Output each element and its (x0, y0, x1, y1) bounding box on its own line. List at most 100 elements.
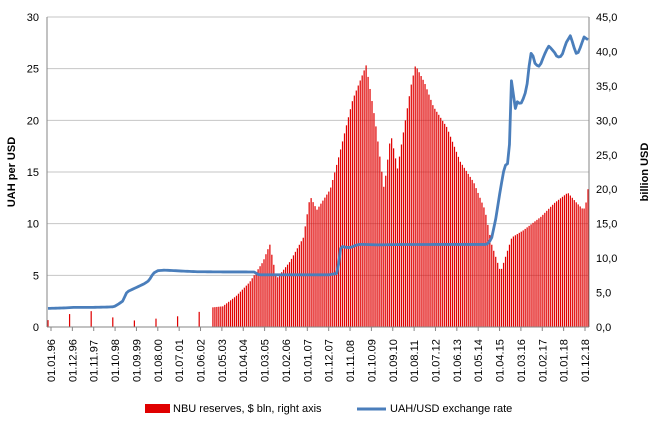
reserve-bar (436, 111, 438, 328)
reserve-bar (385, 175, 387, 327)
reserve-bar (265, 254, 267, 327)
reserve-bar (298, 244, 300, 327)
reserve-bar (555, 201, 558, 327)
reserve-bar (257, 269, 259, 327)
reserve-bar (506, 250, 509, 327)
reserve-bar (243, 287, 245, 327)
reserve-bar (402, 132, 405, 327)
reserve-bar (475, 188, 477, 327)
reserve-bar (548, 208, 550, 327)
reserve-bar (396, 168, 399, 327)
right-tick-label: 25,0 (596, 150, 617, 162)
x-tick-label: 01.12.07 (324, 339, 336, 382)
reserve-bar (279, 274, 281, 327)
reserve-bar (489, 234, 491, 327)
reserve-bar (241, 289, 244, 327)
reserve-bar (367, 76, 369, 328)
right-tick-label: 5,0 (596, 288, 611, 300)
reserve-bar (306, 214, 308, 327)
reserve-bar (446, 126, 448, 328)
reserve-bar (455, 151, 458, 327)
left-tick-label: 5 (33, 270, 39, 282)
x-tick-label: 01.10.09 (366, 339, 378, 382)
left-tick-label: 30 (27, 12, 39, 24)
reserve-bar (155, 318, 157, 327)
reserve-bar (569, 195, 571, 327)
reserve-bar (471, 179, 473, 327)
reserve-bar (504, 256, 507, 327)
reserve-bar (473, 183, 475, 327)
x-tick-label: 01.01.07 (302, 339, 314, 382)
reserve-bar (552, 204, 554, 327)
reserve-bar (520, 231, 522, 327)
x-tick-label: 01.08.00 (153, 339, 165, 382)
reserve-bar (355, 90, 357, 328)
right-tick-label: 35,0 (596, 81, 617, 93)
right-tick-label: 0,0 (596, 322, 611, 334)
reserve-bar (528, 225, 530, 327)
reserve-bar (361, 75, 363, 328)
reserve-bar (373, 113, 375, 327)
reserve-bar (493, 250, 495, 327)
reserve-bar (230, 300, 232, 327)
reserve-bar (253, 275, 255, 327)
reserve-bar (369, 88, 371, 328)
reserve-bar (416, 68, 418, 327)
right-tick-label: 10,0 (596, 253, 617, 265)
reserve-bar (277, 277, 279, 327)
x-tick-label: 01.04.15 (495, 339, 507, 382)
reserve-bar (465, 170, 467, 327)
reserve-bar (249, 281, 251, 327)
reserve-bar (451, 141, 454, 327)
reserve-bar (133, 320, 135, 327)
reserve-bar (347, 117, 350, 327)
reserve-bar (286, 264, 289, 327)
reserve-bar (538, 218, 540, 327)
reserve-bar (453, 146, 456, 327)
right-axis-title: billion USD (639, 143, 651, 202)
reserve-bar (375, 126, 377, 327)
right-tick-label: 40,0 (596, 46, 617, 58)
reserve-bar (469, 176, 471, 327)
x-tick-label: 01.02.06 (281, 339, 293, 382)
right-tick-label: 20,0 (596, 184, 617, 196)
reserve-bar (216, 306, 218, 327)
legend-bar-label: NBU reserves, $ bln, right axis (173, 403, 322, 415)
x-tick-label: 01.12.96 (67, 339, 79, 382)
reserve-bar (68, 314, 71, 327)
x-tick-label: 01.03.05 (260, 339, 272, 382)
reserve-bar (275, 274, 277, 327)
reserve-bar (516, 234, 518, 327)
left-tick-label: 25 (27, 64, 39, 76)
reserve-bar (457, 156, 460, 327)
reserve-bar (245, 285, 247, 327)
reserve-bar (239, 291, 242, 327)
x-tick-label: 01.07.01 (174, 339, 186, 382)
reserve-bar (565, 193, 568, 327)
reserve-bar (394, 158, 397, 327)
reserve-bar (247, 283, 249, 327)
reserve-bar (261, 263, 263, 327)
x-tick-label: 01.09.99 (131, 339, 143, 382)
reserve-bar (501, 268, 503, 327)
reserve-bar (381, 171, 383, 327)
reserve-bar (573, 200, 575, 327)
reserve-bar (379, 156, 381, 327)
reserve-bar (461, 164, 463, 327)
reserve-bar (338, 157, 340, 327)
exchange-rate-line (47, 34, 589, 310)
reserve-bar (412, 75, 414, 328)
reserve-bar (481, 202, 483, 327)
left-tick-label: 10 (27, 219, 39, 231)
reserve-bar (332, 179, 334, 327)
x-tick-label: 01.08.11 (409, 340, 421, 382)
x-tick-label: 01.02.17 (537, 339, 549, 382)
reserve-bar (579, 206, 581, 327)
reserve-bar (284, 267, 287, 327)
legend-line-label: UAH/USD exchange rate (390, 403, 512, 415)
x-tick-labels: 01.01.96 01.12.96 01.11.97 01.10.98 01.09.99… (46, 327, 592, 382)
reserve-bar (296, 248, 298, 327)
reserve-bar (546, 210, 548, 327)
reserve-bar (235, 295, 238, 327)
reserve-bar (508, 244, 511, 327)
